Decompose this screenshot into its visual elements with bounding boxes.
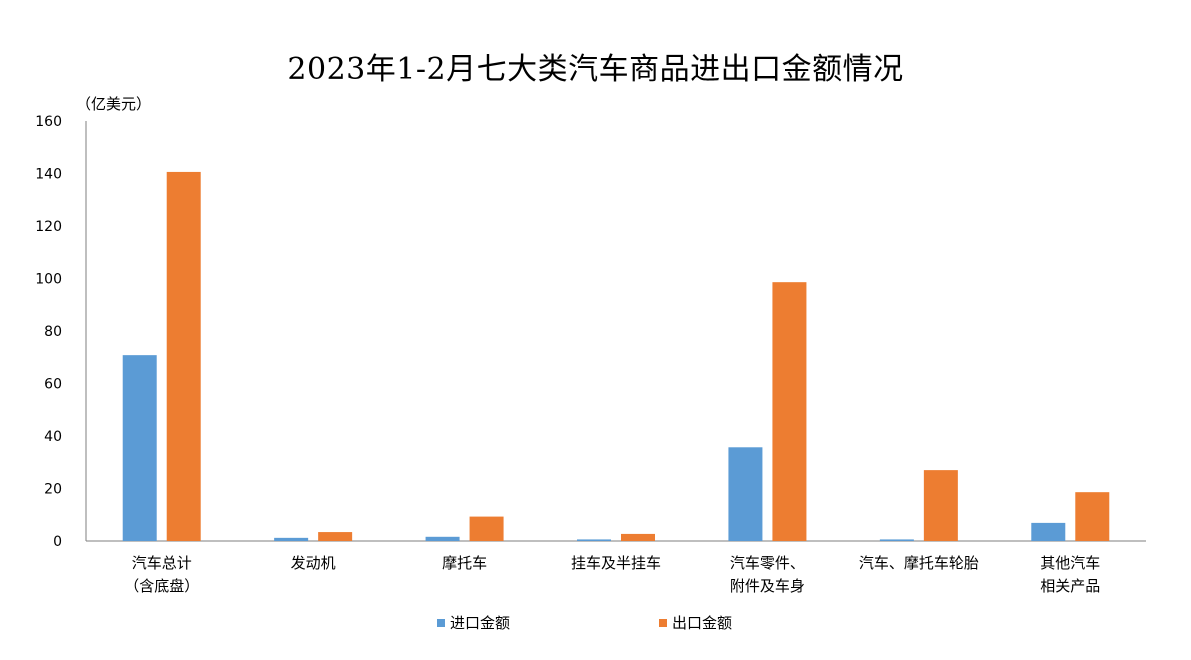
legend-item-export: 出口金额: [659, 612, 732, 633]
bar-export-6: [1075, 492, 1110, 541]
bar-import-3: [577, 539, 611, 541]
bar-import-6: [1031, 522, 1066, 541]
x-category-label: （含底盘）: [124, 577, 199, 595]
y-axis-unit-label: （亿美元）: [76, 95, 152, 113]
y-tick-label: 60: [44, 377, 62, 393]
x-category-label: 其他汽车: [1040, 554, 1100, 572]
x-category-label: 发动机: [291, 554, 336, 572]
x-category-label: 摩托车: [442, 554, 487, 572]
bar-export-5: [923, 470, 958, 541]
bar-export-1: [318, 532, 353, 541]
bar-export-3: [621, 533, 655, 541]
bar-export-4: [772, 282, 807, 541]
y-tick-label: 160: [35, 114, 62, 130]
legend-label-import: 进口金额: [450, 614, 511, 632]
x-category-label: 相关产品: [1040, 577, 1100, 595]
bar-import-0: [122, 355, 157, 541]
bar-import-2: [425, 536, 460, 541]
x-category-label: 汽车零件、: [730, 554, 805, 572]
bar-export-2: [469, 516, 504, 541]
y-tick-label: 40: [44, 429, 62, 445]
bar-export-0: [166, 171, 201, 542]
chart-title: 2023年1-2月七大类汽车商品进出口金额情况: [287, 52, 904, 87]
legend-item-import: 进口金额: [437, 612, 510, 633]
legend-swatch-import: [437, 618, 445, 627]
y-tick-label: 0: [53, 534, 62, 550]
x-category-label: 挂车及半挂车: [571, 554, 661, 572]
x-category-label: 附件及车身: [730, 577, 805, 595]
y-tick-label: 100: [35, 272, 62, 288]
bar-import-4: [728, 447, 763, 541]
y-tick-label: 120: [35, 219, 62, 235]
legend-label-export: 出口金额: [672, 614, 733, 632]
bar-import-1: [274, 537, 309, 541]
bar-import-5: [879, 539, 914, 541]
y-tick-label: 20: [44, 482, 62, 498]
x-category-label: 汽车总计: [132, 554, 192, 572]
y-tick-label: 140: [35, 167, 62, 183]
legend: 进口金额 出口金额: [0, 612, 1191, 634]
x-category-label: 汽车、摩托车轮胎: [859, 554, 979, 572]
y-tick-label: 80: [44, 324, 62, 340]
legend-swatch-export: [659, 618, 667, 627]
